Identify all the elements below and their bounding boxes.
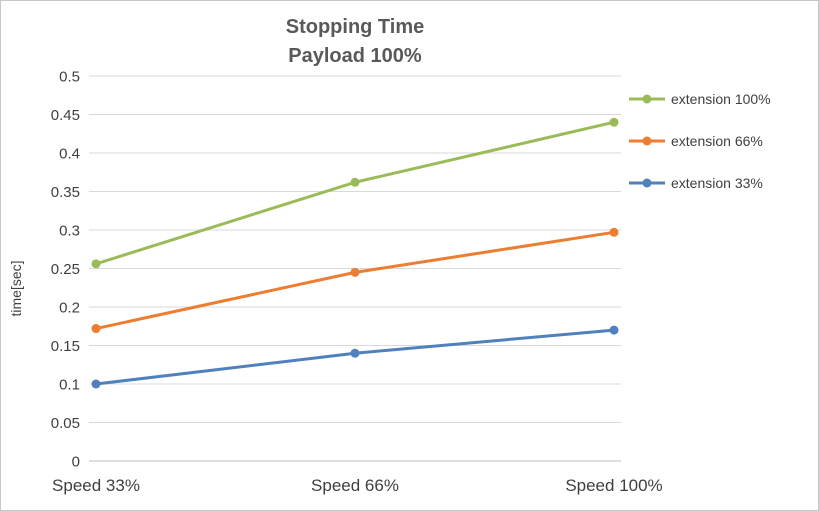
chart-legend: extension 100% extension 66% extension 33% [629,91,771,191]
y-tick-label: 0.5 [59,68,80,85]
y-tick-label: 0.3 [59,222,80,239]
y-tick-label: 0.2 [59,299,80,316]
y-tick-label: 0.4 [59,145,80,162]
legend-marker-icon [629,136,665,146]
chart-title: Stopping Time Payload 100% [89,13,621,71]
y-tick-label: 0.35 [51,184,80,201]
data-point-marker [91,259,101,269]
legend-item: extension 33% [629,175,771,191]
data-point-marker [91,379,101,389]
data-point-marker [609,325,619,335]
series-line [94,230,616,331]
x-category-label: Speed 66% [311,476,399,495]
data-point-marker [350,177,360,187]
data-point-marker [609,227,619,237]
chart-title-line2: Payload 100% [288,45,422,67]
x-category-label: Speed 33% [52,476,140,495]
chart-title-line1: Stopping Time [285,16,425,38]
y-tick-label: 0.05 [51,415,80,432]
x-category-label: Speed 100% [565,476,662,495]
legend-label: extension 66% [671,133,763,149]
y-tick-label: 0.45 [51,107,80,124]
y-tick-label: 0.1 [59,376,80,393]
series-line [94,120,616,266]
legend-item: extension 66% [629,133,771,149]
data-point-marker [609,117,619,127]
y-tick-label: 0.25 [51,261,80,278]
data-point-marker [350,267,360,277]
legend-label: extension 33% [671,175,763,191]
legend-item: extension 100% [629,91,771,107]
legend-label: extension 100% [671,91,771,107]
legend-marker-icon [629,178,665,188]
y-tick-label: 0 [72,453,80,470]
legend-marker-icon [629,94,665,104]
y-axis-title: time[sec] [8,260,24,316]
y-tick-label: 0.15 [51,338,80,355]
data-point-marker [91,324,101,334]
data-point-marker [350,348,360,358]
